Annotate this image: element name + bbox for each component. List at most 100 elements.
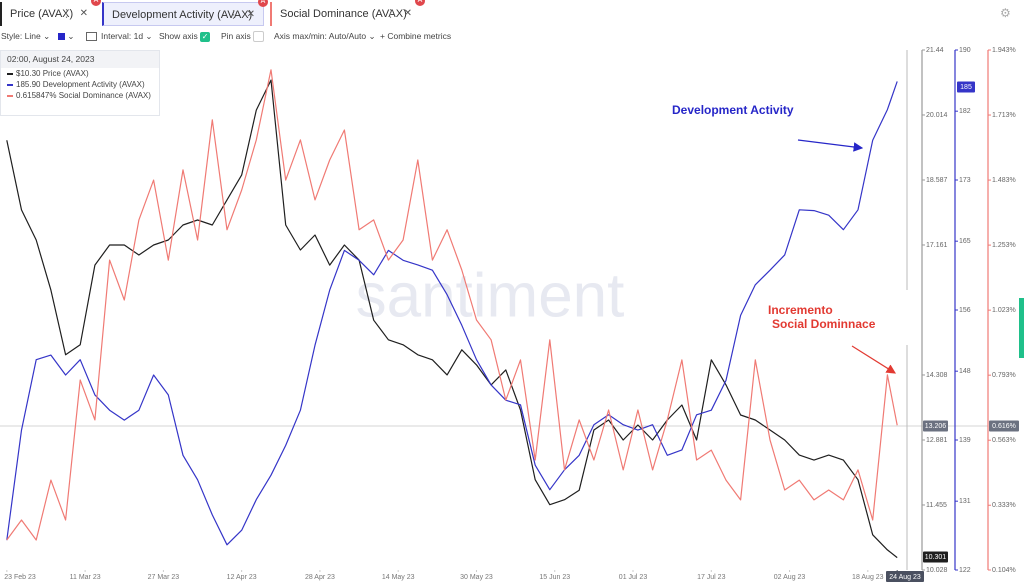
axis-badge: [957, 81, 975, 93]
option-label: Interval: 1d: [101, 31, 144, 41]
settings-icon[interactable]: ⚙: [1000, 6, 1011, 20]
annotation: Incremento: [768, 303, 833, 317]
axis-badge-label: 13.206: [925, 423, 947, 430]
y-tick-label: 0.563%: [992, 437, 1016, 444]
x-tick-label: 28 Apr 23: [305, 574, 335, 581]
x-tick-label: 23 Feb 23: [4, 574, 36, 581]
close-icon[interactable]: ✕: [79, 8, 88, 19]
series-line: [6, 79, 898, 559]
x-tick-label: 01 Jul 23: [619, 574, 648, 581]
y-tick-label: 122: [959, 567, 971, 574]
option-label: Axis max/min: Auto/Auto: [274, 31, 367, 41]
color-select[interactable]: ⌄: [58, 30, 74, 42]
swatch: [7, 94, 13, 97]
y-tick-label: 12.881: [926, 437, 948, 444]
annotation: Social Dominnace: [772, 317, 876, 331]
menu-icon[interactable]: ⋮: [61, 8, 72, 20]
axis-badge-label: 10.301: [925, 554, 947, 561]
interval-select[interactable]: Interval: 1d ⌄: [86, 30, 153, 42]
y-tick-label: 131: [959, 498, 971, 505]
tab[interactable]: Price (AVAX) ⋮ ✕ A: [0, 0, 101, 26]
x-tick-label: 14 May 23: [382, 574, 415, 581]
axis-badge-label: 0.616%: [992, 423, 1016, 430]
style-select[interactable]: Style: Line ⌄: [1, 31, 51, 41]
watermark: santiment: [356, 261, 625, 330]
color-swatch: [58, 33, 65, 41]
option-label: Pin axis: [221, 31, 251, 41]
pin-axis-toggle[interactable]: Pin axis: [221, 30, 265, 43]
x-tick-label: 17 Jul 23: [697, 574, 726, 581]
tooltip-value: $10.30: [16, 69, 41, 78]
swatch: [7, 83, 13, 86]
x-tick-label: 24 Aug 23: [889, 574, 921, 581]
checkbox[interactable]: [253, 31, 265, 43]
y-tick-label: 18.587: [926, 177, 948, 184]
x-tick-label: 11 Mar 23: [70, 574, 101, 581]
arrow: [851, 345, 897, 374]
x-tick-label: 02 Aug 23: [774, 574, 806, 581]
alert-icon: A: [91, 0, 101, 6]
calendar-icon: [86, 32, 97, 42]
y-tick-label: 1.253%: [992, 242, 1016, 249]
menu-icon[interactable]: ⋮: [228, 9, 239, 21]
y-tick-label: 0.104%: [992, 567, 1016, 574]
combine-metrics-button[interactable]: + Combine metrics: [380, 30, 451, 42]
tooltip-name: Social Dominance (AVAX): [58, 91, 151, 100]
alert-icon: A: [415, 0, 425, 6]
axis-badge-label: 185: [960, 84, 972, 91]
y-tick-label: 1.943%: [992, 47, 1016, 54]
x-tick-label: 15 Jun 23: [539, 574, 570, 581]
annotation: Development Activity: [672, 103, 794, 117]
swatch: [7, 72, 13, 75]
option-label: + Combine metrics: [380, 31, 452, 41]
y-tick-label: 0.333%: [992, 502, 1016, 509]
show-axis-toggle[interactable]: Show axis ✓: [159, 30, 211, 42]
y-tick-label: 182: [959, 108, 971, 115]
arrow: [797, 139, 864, 152]
close-icon[interactable]: ✕: [246, 9, 255, 20]
tooltip-name: Price (AVAX): [42, 69, 89, 78]
y-tick-label: 0.793%: [992, 372, 1016, 379]
y-tick-label: 21.44: [926, 47, 944, 54]
x-tick-label: 27 Mar 23: [148, 574, 180, 581]
y-tick-label: 165: [959, 238, 971, 245]
tooltip-row: 185.90 Development Activity (AVAX): [1, 79, 159, 90]
y-tick-label: 20.014: [926, 112, 948, 119]
tab-label: Social Dominance (AVAX): [280, 8, 407, 20]
tab[interactable]: Development Activity (AVAX) ⋮ ✕ A: [102, 0, 268, 26]
tooltip-row: 0.615847% Social Dominance (AVAX): [1, 90, 159, 101]
alert-icon: A: [258, 0, 268, 7]
option-label: Show axis: [159, 31, 198, 41]
x-tick-label: 18 Aug 23: [852, 574, 884, 581]
y-tick-label: 190: [959, 47, 971, 54]
checkbox-checked[interactable]: ✓: [200, 31, 211, 42]
x-tick-label: 12 Apr 23: [227, 574, 257, 581]
y-tick-label: 1.023%: [992, 307, 1016, 314]
y-tick-label: 1.713%: [992, 112, 1016, 119]
axis-badge: [923, 551, 948, 563]
y-tick-label: 139: [959, 437, 971, 444]
tooltip-date: 02:00, August 24, 2023: [1, 51, 159, 68]
menu-icon[interactable]: ⋮: [385, 8, 396, 20]
tab-label: Price (AVAX): [10, 8, 74, 20]
tooltip-value: 0.615847%: [16, 91, 57, 100]
y-tick-label: 1.483%: [992, 177, 1016, 184]
close-icon[interactable]: ✕: [403, 8, 412, 19]
y-tick-label: 10.028: [926, 567, 948, 574]
y-tick-label: 148: [959, 368, 971, 375]
axis-badge: [989, 420, 1019, 432]
tab[interactable]: Social Dominance (AVAX) ⋮ ✕ A: [270, 0, 425, 26]
y-tick-label: 17.161: [926, 242, 948, 249]
tooltip-value: 185.90: [16, 80, 41, 89]
axis-badge: [923, 420, 948, 432]
series-line: [6, 81, 898, 546]
tooltip-name: Development Activity (AVAX): [42, 80, 145, 89]
x-tick-label: 30 May 23: [460, 574, 493, 581]
y-tick-label: 11.455: [926, 502, 947, 509]
y-tick-label: 173: [959, 177, 971, 184]
tooltip: 02:00, August 24, 2023 $10.30 Price (AVA…: [0, 50, 160, 116]
scroll-handle[interactable]: [1019, 298, 1024, 358]
axis-minmax-select[interactable]: Axis max/min: Auto/Auto ⌄: [274, 31, 376, 41]
